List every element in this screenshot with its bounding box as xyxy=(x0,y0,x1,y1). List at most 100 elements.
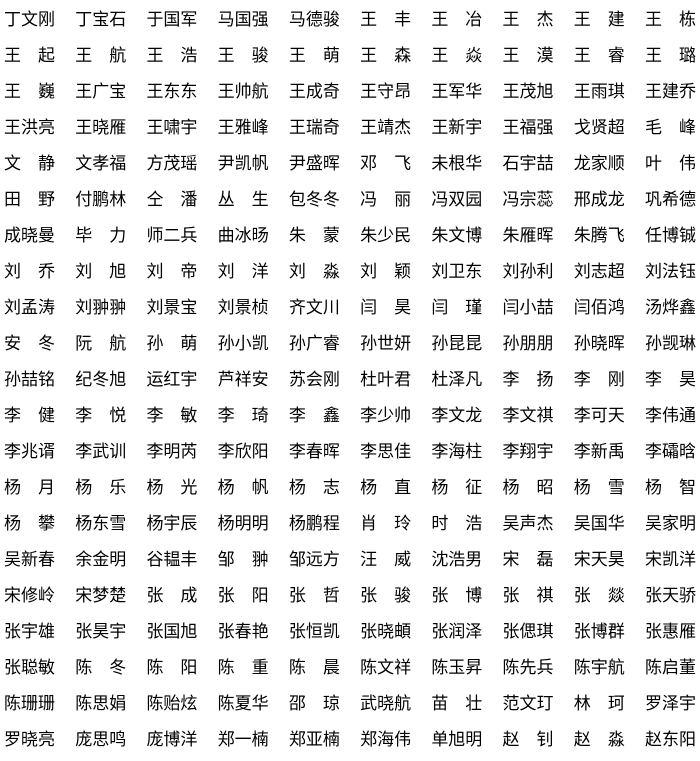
name-item: 李文祺 xyxy=(502,406,554,425)
name-item: 邢成龙 xyxy=(573,190,625,209)
name-item: 汪 威 xyxy=(360,550,412,569)
name-item: 朱雁晖 xyxy=(502,226,554,245)
name-item: 李礵晗 xyxy=(644,442,696,461)
name-item: 陈 重 xyxy=(217,658,269,677)
name-item: 李 扬 xyxy=(502,370,554,389)
name-item: 毕 力 xyxy=(75,226,127,245)
name-item: 毛 峰 xyxy=(644,118,696,137)
name-row: 刘孟涛 刘翀翀 刘景宝 刘景桢 齐文川 闫 昊闫 瑾闫小喆 闫佰鸿 汤烨鑫 xyxy=(4,290,696,326)
name-item: 阮 航 xyxy=(75,334,127,353)
name-row: 吴新春 余金明 谷韫丰邹 翀邹远方 汪 威沈浩男宋 磊宋天昊 宋凯洋 xyxy=(4,542,696,578)
name-item: 冯双园 xyxy=(431,190,483,209)
name-item: 刘法钰 xyxy=(644,262,696,281)
name-item: 丛 生 xyxy=(217,190,269,209)
name-item: 叶 伟 xyxy=(644,154,696,173)
name-item: 张 燚 xyxy=(573,586,625,605)
name-item: 孙世妍 xyxy=(360,334,412,353)
name-item: 王 焱 xyxy=(431,46,483,65)
name-row: 王 巍 王广宝 王东东 王帅航 王成奇 王守昂 王军华 王茂旭 王雨琪 王建乔 xyxy=(4,74,696,110)
name-item: 成晓曼 xyxy=(4,226,55,245)
name-item: 杨 光 xyxy=(146,478,198,497)
name-item: 李 昊 xyxy=(644,370,696,389)
name-item: 王雨琪 xyxy=(573,82,625,101)
name-item: 包冬冬 xyxy=(288,190,340,209)
name-item: 李 悦 xyxy=(75,406,127,425)
name-row: 李兆谞 李武训 李明芮 李欣阳 李春晖 李思佳 李海柱 李翔宇 李新禹 李礵晗 xyxy=(4,434,696,470)
name-item: 王东东 xyxy=(146,82,198,101)
name-item: 张聪敏 xyxy=(4,658,55,677)
name-item: 陈宇航 xyxy=(573,658,625,677)
name-item: 文孝福 xyxy=(75,154,127,173)
name-item: 王新宇 xyxy=(431,118,483,137)
name-item: 刘景桢 xyxy=(217,298,269,317)
name-item: 李 健 xyxy=(4,406,55,425)
name-item: 王军华 xyxy=(431,82,483,101)
name-item: 张 骏 xyxy=(360,586,412,605)
name-item: 沈浩男 xyxy=(431,550,483,569)
name-item: 朱文博 xyxy=(431,226,483,245)
name-item: 刘翀翀 xyxy=(75,298,127,317)
name-item: 王守昂 xyxy=(360,82,412,101)
name-item: 陈夏华 xyxy=(217,694,269,713)
name-item: 庞博洋 xyxy=(146,730,198,749)
name-item: 邵 琼 xyxy=(288,694,340,713)
name-item: 王 浩 xyxy=(146,46,198,65)
name-item: 仝 潘 xyxy=(146,190,198,209)
name-item: 运红宇 xyxy=(146,370,198,389)
name-item: 马国强 xyxy=(217,10,269,29)
name-item: 时 浩 xyxy=(431,514,483,533)
name-item: 于国军 xyxy=(146,10,198,29)
name-item: 闫 瑾 xyxy=(431,298,483,317)
name-item: 曲冰旸 xyxy=(217,226,269,245)
name-item: 吴家明 xyxy=(644,514,696,533)
name-item: 杨 月 xyxy=(4,478,55,497)
name-item: 孙朋朋 xyxy=(502,334,554,353)
name-item: 李可天 xyxy=(573,406,625,425)
name-item: 赵 淼 xyxy=(573,730,625,749)
name-item: 郑海伟 xyxy=(360,730,412,749)
name-item: 余金明 xyxy=(75,550,127,569)
name-row: 刘 乔 刘 旭刘 帝刘 洋刘 淼 刘 颖刘卫东 刘孙利 刘志超 刘法钰 xyxy=(4,254,696,290)
name-item: 郑一楠 xyxy=(217,730,269,749)
name-item: 庞思鸣 xyxy=(75,730,127,749)
name-item: 刘卫东 xyxy=(431,262,483,281)
name-item: 李明芮 xyxy=(146,442,198,461)
name-item: 武晓航 xyxy=(360,694,412,713)
name-item: 郑亚楠 xyxy=(288,730,340,749)
name-item: 王 睿 xyxy=(573,46,625,65)
name-item: 杨 志 xyxy=(288,478,340,497)
name-item: 宋 磊 xyxy=(502,550,554,569)
name-item: 王 建 xyxy=(573,10,625,29)
name-item: 张晓頔 xyxy=(360,622,412,641)
name-item: 李翔宇 xyxy=(502,442,554,461)
name-item: 孙喆铭 xyxy=(4,370,55,389)
name-item: 赵 钊 xyxy=(502,730,554,749)
name-row: 李 健 李 悦李 敏李 琦李 鑫 李少帅 李文龙 李文祺 李可天 李伟通 xyxy=(4,398,696,434)
name-item: 苗 壮 xyxy=(431,694,483,713)
name-item: 李欣阳 xyxy=(217,442,269,461)
name-item: 刘 淼 xyxy=(288,262,340,281)
name-item: 孙广睿 xyxy=(288,334,340,353)
name-item: 陈玉昇 xyxy=(431,658,483,677)
name-item: 李武训 xyxy=(75,442,127,461)
name-item: 朱腾飞 xyxy=(573,226,625,245)
name-item: 芦祥安 xyxy=(217,370,269,389)
name-item: 刘 旭 xyxy=(75,262,127,281)
name-item: 李兆谞 xyxy=(4,442,55,461)
name-item: 杨东雪 xyxy=(75,514,127,533)
name-item: 李伟通 xyxy=(644,406,696,425)
name-row: 杨 攀 杨东雪 杨宇辰 杨明明 杨鹏程 肖 玲时 浩吴声杰 吴国华 吴家明 xyxy=(4,506,696,542)
name-item: 张惠雁 xyxy=(644,622,696,641)
name-item: 文 静 xyxy=(4,154,55,173)
name-item: 李 敏 xyxy=(146,406,198,425)
name-item: 陈思娟 xyxy=(75,694,127,713)
name-item: 杨 乐 xyxy=(75,478,127,497)
name-item: 林 珂 xyxy=(573,694,625,713)
name-item: 丁宝石 xyxy=(75,10,127,29)
name-item: 宋梦楚 xyxy=(75,586,127,605)
name-item: 王 璐 xyxy=(644,46,696,65)
name-item: 陈 冬 xyxy=(75,658,127,677)
name-item: 刘孟涛 xyxy=(4,298,55,317)
name-item: 孙晓晖 xyxy=(573,334,625,353)
name-row: 王洪亮 王晓雁 王啸宇 王雅峰 王瑞奇 王靖杰 王新宇 王福强 戈贤超毛 峰 xyxy=(4,110,696,146)
